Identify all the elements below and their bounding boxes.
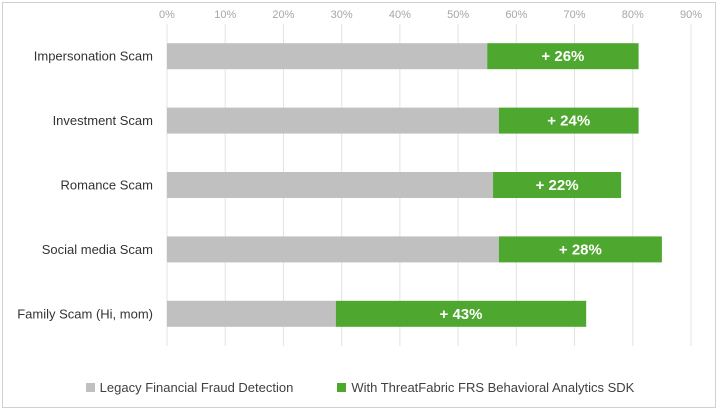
bar-legacy [167,107,499,134]
x-tick-label: 40% [389,9,411,21]
legend-item-legacy: Legacy Financial Fraud Detection [85,380,294,395]
x-tick-label: 20% [272,9,294,21]
bar-data-label: + 28% [559,241,602,258]
x-tick-label: 70% [564,9,586,21]
legend-swatch-legacy [85,383,95,392]
bars: + 26% + 24% + 22% + 28% + 43% [167,43,662,327]
category-labels: Impersonation Scam Investment Scam Romance… [17,49,153,322]
bar-legacy [167,172,494,198]
chart-frame [2,2,716,408]
legend-item-threatfabric: With ThreatFabric FRS Behavioral Analyti… [337,380,634,395]
bar-data-label: + 24% [547,113,590,130]
x-tick-label: 90% [680,9,702,21]
bar-data-label: + 43% [440,306,483,323]
x-tick-label: 50% [447,9,469,21]
x-tick-label: 80% [622,9,644,21]
category-label: Family Scam (Hi, mom) [17,306,153,321]
bar-threatfabric [498,107,639,134]
legend-label-legacy: Legacy Financial Fraud Detection [99,380,294,395]
bar-threatfabric [498,236,662,263]
gridlines [166,24,692,346]
bar-data-label: + 22% [536,177,579,194]
legend: Legacy Financial Fraud Detection With Th… [0,380,720,395]
bar-threatfabric [493,172,622,198]
legend-swatch-threatfabric [337,383,347,392]
category-label: Impersonation Scam [34,49,153,64]
category-label: Romance Scam [61,178,153,193]
x-tick-label: 0% [159,9,175,21]
bar-legacy [167,300,336,327]
category-label: Investment Scam [53,113,153,128]
x-tick-label: 30% [331,9,353,21]
x-axis-ticks: 0% 10% 20% 30% 40% 50% 60% 70% 80% 90% [159,9,702,21]
bar-threatfabric [487,43,639,70]
legend-label-threatfabric: With ThreatFabric FRS Behavioral Analyti… [351,380,635,395]
bar-data-label: + 26% [541,48,584,65]
x-tick-label: 60% [505,9,527,21]
bar-threatfabric [335,300,587,327]
bar-legacy [167,236,499,263]
bar-legacy [167,43,488,70]
category-label: Social media Scam [42,242,153,257]
x-tick-label: 10% [214,9,236,21]
